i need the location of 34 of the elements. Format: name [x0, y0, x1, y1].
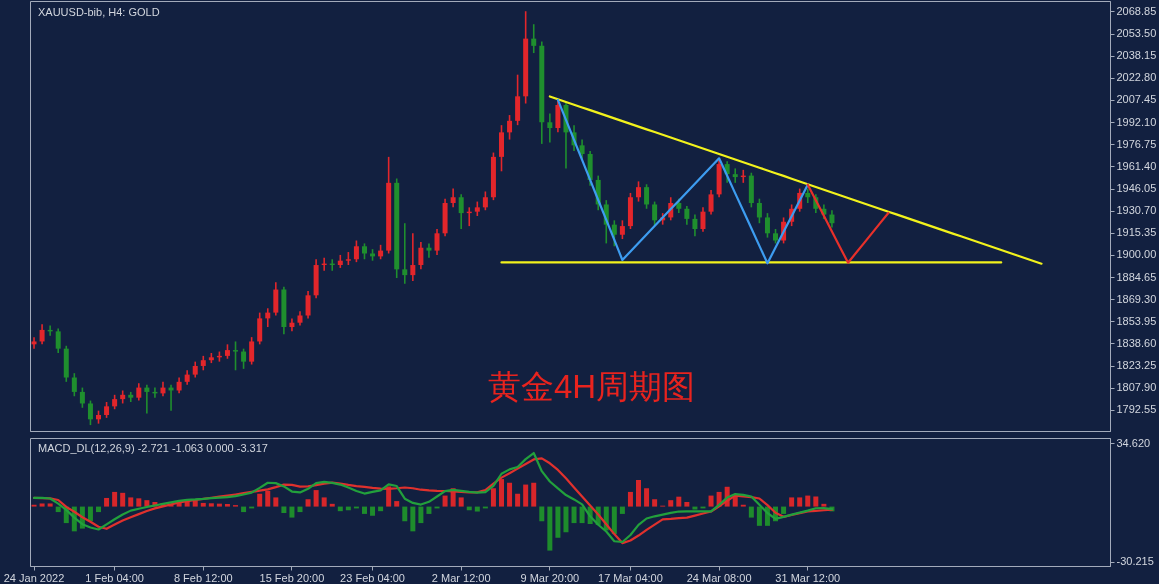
x-tick-label: 9 Mar 20:00 [520, 571, 580, 584]
y-tick-label: 1930.70 [1116, 204, 1157, 217]
y-tick-label: 1869.30 [1116, 292, 1157, 305]
y-tick-label: 1900.00 [1116, 248, 1157, 261]
y-tick-label: 2007.45 [1116, 93, 1157, 106]
y-tick-label: -30.215 [1116, 555, 1154, 568]
y-tick-label: 1946.05 [1116, 182, 1157, 195]
y-tick-label: 1884.65 [1116, 270, 1157, 283]
x-tick-label: 17 Mar 04:00 [598, 571, 663, 584]
chart-title: XAUUSD-bib, H4: GOLD [38, 6, 160, 18]
y-tick-label: 1807.90 [1116, 381, 1157, 394]
y-tick-label: 1992.10 [1116, 115, 1157, 128]
x-tick-label: 24 Jan 2022 [3, 571, 65, 584]
y-tick-label: 1961.40 [1116, 159, 1157, 172]
x-tick-label: 2 Mar 12:00 [431, 571, 491, 584]
x-tick-label: 8 Feb 12:00 [173, 571, 233, 584]
y-tick-label: 1976.75 [1116, 137, 1157, 150]
chart-title: MACD_DL(12,26,9) -2.721 -1.063 0.000 -3.317 [38, 442, 268, 455]
x-tick-label: 23 Feb 04:00 [340, 571, 405, 584]
x-tick-label: 15 Feb 20:00 [259, 571, 325, 584]
annotation: 黄金4H周期图 [488, 368, 696, 405]
y-tick-label: 34.620 [1116, 436, 1151, 449]
y-tick-label: 2038.15 [1116, 49, 1157, 62]
y-tick-label: 2053.50 [1116, 27, 1157, 40]
x-tick-label: 1 Feb 04:00 [85, 571, 144, 584]
y-tick-label: 1838.60 [1116, 336, 1157, 349]
y-tick-label: 1792.55 [1116, 403, 1157, 416]
y-tick-label: 2022.80 [1116, 71, 1157, 84]
x-tick-label: 31 Mar 12:00 [775, 571, 841, 584]
y-tick-label: 2068.85 [1116, 4, 1157, 17]
x-tick-label: 24 Mar 08:00 [686, 571, 752, 584]
y-tick-label: 1915.35 [1116, 226, 1157, 239]
y-tick-label: 1823.25 [1116, 359, 1157, 372]
y-tick-label: 1853.95 [1116, 314, 1157, 327]
